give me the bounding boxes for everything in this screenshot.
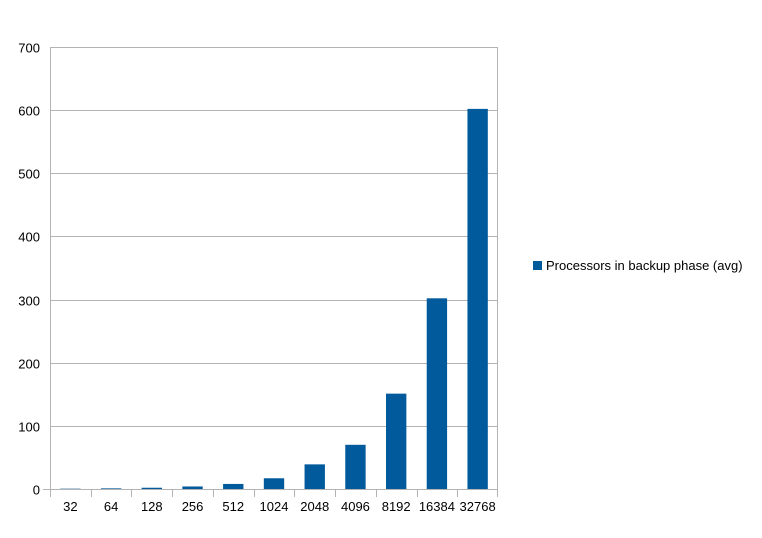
axes xyxy=(43,47,498,497)
y-tick-label: 400 xyxy=(18,230,40,245)
x-tick-label: 512 xyxy=(222,499,244,514)
grid-lines xyxy=(50,47,498,427)
x-tick-label: 4096 xyxy=(341,499,370,514)
x-tick-label: 16384 xyxy=(419,499,455,514)
x-tick-label: 256 xyxy=(182,499,204,514)
y-tick-label: 700 xyxy=(18,41,40,56)
x-tick-label: 64 xyxy=(104,499,118,514)
y-tick-label: 100 xyxy=(18,420,40,435)
legend-swatch xyxy=(533,261,542,270)
x-tick-label: 8192 xyxy=(382,499,411,514)
x-tick-label: 2048 xyxy=(300,499,329,514)
y-axis-tick-labels: 0 100 200 300 400 500 600 700 xyxy=(18,41,40,498)
bar-16384 xyxy=(426,298,448,489)
y-tick-label: 200 xyxy=(18,357,40,372)
bars xyxy=(60,108,488,489)
bar-2048 xyxy=(304,464,325,489)
bar-8192 xyxy=(386,393,407,489)
bar-64 xyxy=(100,488,122,489)
x-tick-label: 32 xyxy=(63,499,77,514)
bar-32768 xyxy=(467,108,488,489)
bar-1024 xyxy=(263,478,285,489)
x-tick-label: 128 xyxy=(141,499,163,514)
y-tick-label: 300 xyxy=(18,294,40,309)
y-tick-label: 0 xyxy=(33,483,40,498)
y-tick-label: 600 xyxy=(18,104,40,119)
bar-4096 xyxy=(345,444,366,489)
x-axis-tick-labels: 32 64 128 256 512 1024 2048 4096 8192 16384 32768 xyxy=(63,499,496,514)
bar-256 xyxy=(182,486,203,489)
bar-128 xyxy=(141,487,162,489)
y-tick-label: 500 xyxy=(18,167,40,182)
legend-label: Processors in backup phase (avg) xyxy=(546,258,743,273)
x-tick-label: 1024 xyxy=(260,499,289,514)
legend: Processors in backup phase (avg) xyxy=(533,258,743,273)
x-tick-label: 32768 xyxy=(460,499,496,514)
bar-512 xyxy=(223,483,244,489)
